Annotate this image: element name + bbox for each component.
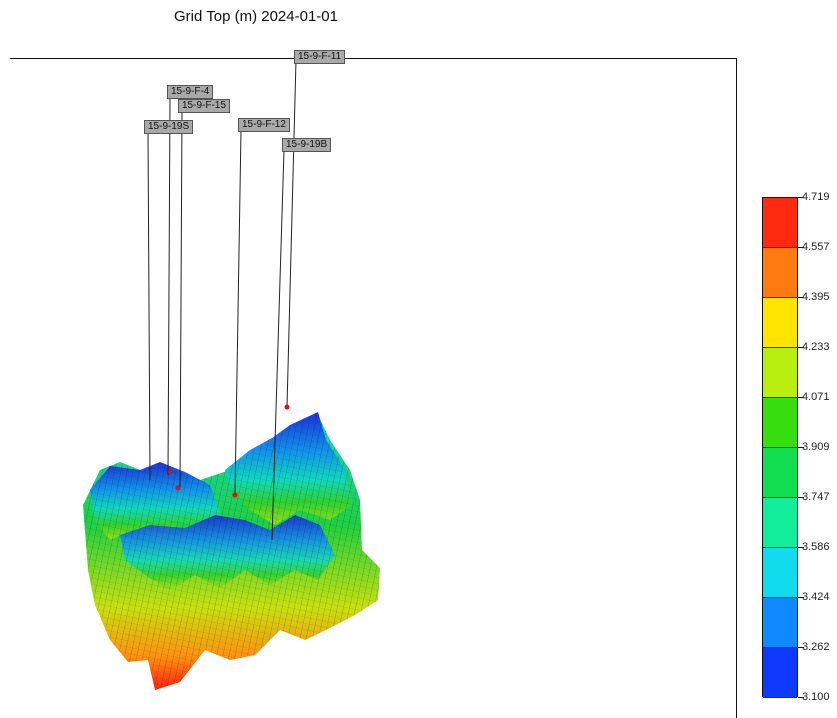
- well-marker: [232, 492, 238, 498]
- color-scale-label: 4.071: [802, 391, 830, 403]
- color-scale-tick: [798, 297, 804, 298]
- color-scale-tick: [798, 547, 804, 548]
- color-scale-tick: [798, 197, 804, 198]
- color-scale-swatch: [763, 298, 797, 348]
- well-label-15-9-f-11[interactable]: 15-9-F-11: [294, 50, 346, 64]
- color-scale-tick: [798, 447, 804, 448]
- color-scale-tick: [798, 647, 804, 648]
- color-scale-label: 4.395: [802, 291, 830, 303]
- well-trajectories: [147, 59, 297, 541]
- well-label-15-9-f-4[interactable]: 15-9-F-4: [167, 85, 214, 99]
- well-track-15-9-f-4: [167, 96, 171, 476]
- well-top-markers: [168, 404, 290, 498]
- color-scale-label: 3.424: [802, 591, 830, 603]
- color-scale-label: 3.747: [802, 491, 830, 503]
- color-scale-swatch: [763, 198, 797, 248]
- well-label-15-9-f-12[interactable]: 15-9-F-12: [238, 118, 290, 132]
- well-track-15-9-19s: [147, 131, 151, 481]
- color-scale-swatch: [763, 448, 797, 498]
- well-label-15-9-19s[interactable]: 15-9-19S: [144, 120, 194, 134]
- well-label-15-9-19b[interactable]: 15-9-19B: [282, 138, 332, 152]
- color-scale-swatch: [763, 598, 797, 648]
- well-track-15-9-f-12: [234, 129, 242, 496]
- color-scale-tick: [798, 497, 804, 498]
- color-scale-label: 3.909: [802, 441, 830, 453]
- color-scale-tick: [798, 347, 804, 348]
- color-scale-bar: [762, 197, 798, 698]
- color-scale-label: 3.262: [802, 641, 830, 653]
- well-track-15-9-f-15: [179, 111, 183, 489]
- color-scale-label: 3.586: [802, 541, 830, 553]
- color-scale-label: 4.719: [802, 191, 830, 203]
- color-scale-swatch: [763, 498, 797, 548]
- color-scale-label: 4.233: [802, 341, 830, 353]
- color-scale-label: 4.557: [802, 241, 830, 253]
- well-marker: [168, 470, 172, 474]
- plot-title: Grid Top (m) 2024-01-01: [174, 8, 338, 25]
- color-scale-swatch: [763, 648, 797, 698]
- color-scale-tick: [798, 697, 804, 698]
- well-marker: [284, 404, 290, 410]
- color-scale-swatch: [763, 548, 797, 598]
- color-scale-swatch: [763, 348, 797, 398]
- well-label-15-9-f-15[interactable]: 15-9-F-15: [178, 99, 230, 113]
- color-scale-tick: [798, 397, 804, 398]
- color-scale-tick: [798, 597, 804, 598]
- color-scale-label: 3.100: [802, 691, 830, 703]
- color-scale-tick: [798, 247, 804, 248]
- color-scale-swatch: [763, 398, 797, 448]
- plot-frame: [10, 58, 737, 718]
- well-marker: [175, 485, 181, 491]
- well-track-15-9-f-11: [286, 59, 297, 408]
- well-track-15-9-19b: [271, 149, 285, 541]
- color-scale-swatch: [763, 248, 797, 298]
